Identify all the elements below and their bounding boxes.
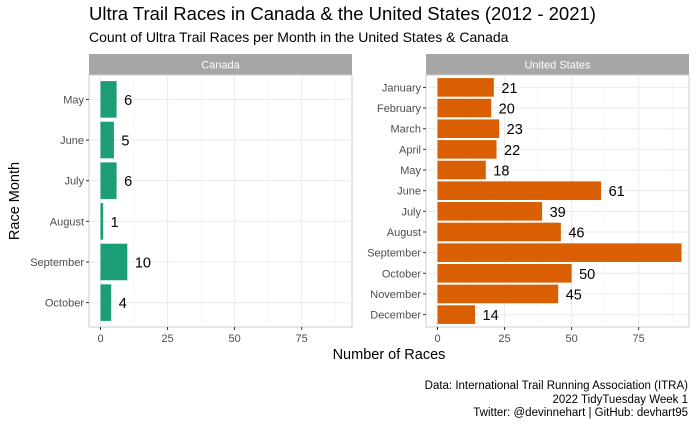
y-tick-label-october: October: [382, 268, 421, 280]
panel-background: [88, 74, 353, 328]
value-label-june: 61: [609, 184, 625, 200]
chart-subtitle: Count of Ultra Trail Races per Month in …: [89, 29, 509, 45]
value-label-july: 6: [124, 174, 132, 190]
chart-title: Ultra Trail Races in Canada & the United…: [89, 3, 596, 24]
caption: Data: International Trail Running Associ…: [425, 380, 688, 421]
x-tick-label: 50: [565, 333, 577, 345]
bar-october: [100, 284, 112, 321]
y-tick-label-september: September: [367, 248, 421, 260]
value-label-october: 50: [579, 267, 595, 283]
y-tick-label-july: July: [64, 176, 84, 188]
value-label-may: 6: [124, 93, 132, 109]
bar-may: [437, 160, 486, 180]
value-label-april: 22: [504, 143, 520, 159]
x-tick-label: 25: [498, 333, 510, 345]
caption-line-data-source: Data: International Trail Running Associ…: [424, 380, 688, 392]
y-tick-label-march: March: [390, 124, 421, 136]
caption-line-social: Twitter: @devinnehart | GitHub: devhart9…: [473, 407, 688, 419]
bar-june: [100, 121, 114, 159]
bars-canada: 6 5 6 1 10 4: [100, 81, 151, 321]
bar-april: [437, 140, 497, 159]
value-label-march: 23: [507, 122, 523, 138]
value-label-may: 18: [493, 164, 509, 180]
value-label-august: 46: [568, 225, 584, 241]
caption-line-tidytuesday: 2022 TidyTuesday Week 1: [552, 393, 688, 406]
bar-march: [437, 119, 500, 138]
bar-september: [437, 243, 682, 262]
value-label-february: 20: [499, 102, 515, 118]
value-label-july: 39: [550, 205, 566, 221]
y-tick-label-november: November: [370, 289, 421, 301]
y-tick-label-october: October: [45, 298, 84, 310]
bar-january: [437, 78, 494, 97]
strip-label: Canada: [201, 60, 240, 72]
x-tick-label: 25: [161, 333, 173, 345]
y-tick-label-may: May: [63, 94, 84, 106]
y-tick-label-august: August: [387, 227, 421, 239]
y-tick-label-february: February: [377, 103, 422, 115]
y-tick-label-september: September: [30, 257, 84, 269]
x-tick-label: 0: [434, 333, 440, 345]
value-label-september: 10: [135, 255, 151, 271]
value-label-june: 5: [121, 134, 129, 150]
y-tick-label-july: July: [401, 206, 421, 218]
value-label-november: 45: [566, 287, 582, 303]
y-axis-title: Race Month: [7, 162, 23, 240]
y-tick-label-january: January: [382, 82, 422, 94]
y-tick-label-june: June: [60, 135, 84, 147]
bar-august: [100, 203, 104, 240]
x-axis-title: Number of Races: [333, 347, 446, 363]
bar-august: [437, 222, 561, 242]
y-tick-label-august: August: [50, 216, 84, 228]
x-tick-label: 75: [296, 333, 308, 345]
panel-canada: Canada 6 5 6 1 10 4 May June July August September O…: [30, 54, 353, 345]
y-tick-label-may: May: [400, 165, 421, 177]
x-tick-label: 75: [633, 333, 645, 345]
bar-july: [437, 202, 543, 221]
bar-november: [437, 284, 559, 304]
value-label-december: 14: [483, 308, 499, 324]
value-label-october: 4: [119, 296, 127, 312]
value-label-september: 91: [689, 246, 697, 262]
x-tick-label: 0: [97, 333, 103, 345]
bar-may: [100, 81, 117, 118]
x-tick-label: 50: [228, 333, 240, 345]
bar-february: [437, 98, 492, 118]
y-tick-label-december: December: [370, 310, 421, 322]
y-tick-label-april: April: [399, 144, 421, 156]
value-label-january: 21: [501, 81, 517, 97]
bar-december: [437, 305, 476, 324]
strip-header: [89, 54, 352, 75]
bar-september: [100, 243, 128, 281]
bar-october: [437, 264, 572, 283]
strip-label: United States: [524, 60, 591, 72]
value-label-august: 1: [111, 215, 119, 231]
bar-july: [100, 162, 117, 199]
bar-june: [437, 181, 602, 200]
strip-header: [426, 54, 689, 75]
y-tick-label-june: June: [397, 186, 421, 198]
